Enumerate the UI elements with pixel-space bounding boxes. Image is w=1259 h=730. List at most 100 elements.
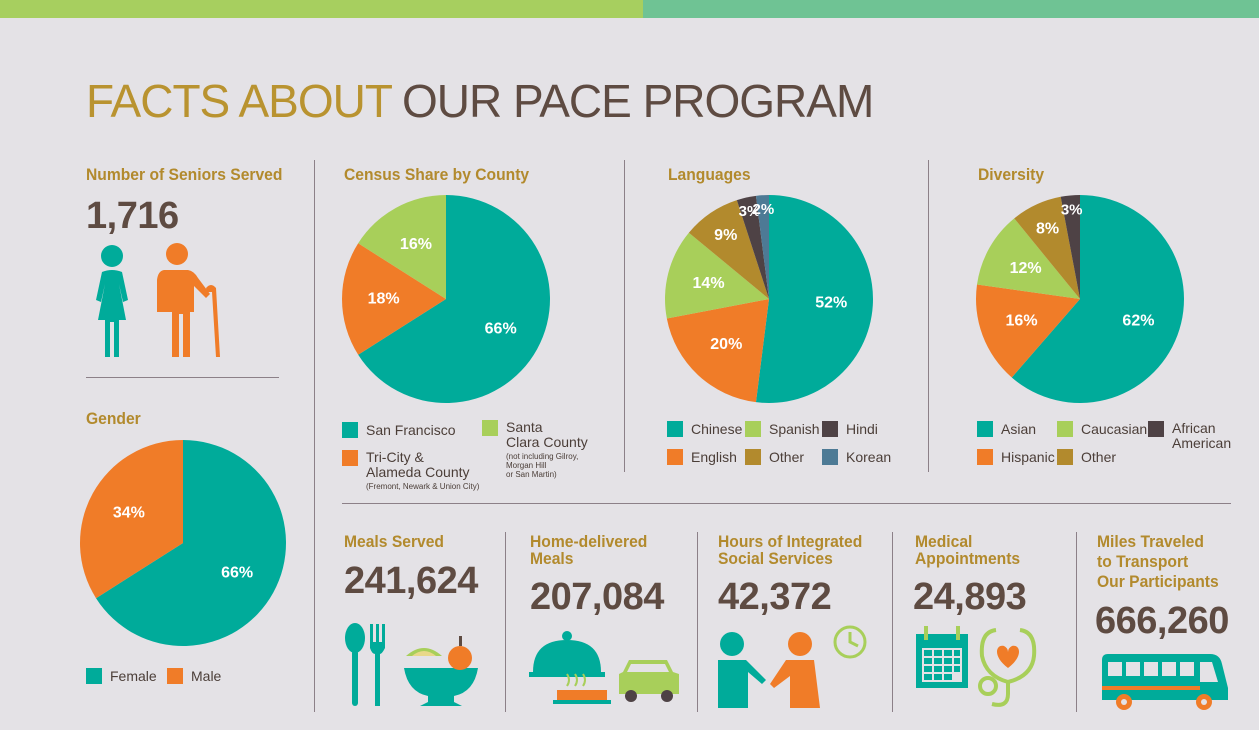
- legend-swatch-hispanic: [977, 449, 993, 465]
- stat-home-meals-label-2: Meals: [530, 549, 574, 568]
- divider-seniors-gender: [86, 377, 279, 378]
- seniors-label: Number of Seniors Served: [86, 165, 283, 184]
- legend-swatch-caucasian: [1057, 421, 1073, 437]
- legend-item-hindi: Hindi: [822, 421, 878, 437]
- title-part-1: FACTS ABOUT: [86, 75, 393, 127]
- legend-item-caucasian: Caucasian: [1057, 421, 1147, 437]
- pie-label-caucasian: 12%: [1010, 260, 1042, 277]
- stat-hours-label-2: Social Services: [718, 549, 833, 568]
- stat-medical-value: 24,893: [913, 576, 1027, 618]
- legend-label-male: Male: [191, 668, 222, 684]
- legend-swatch-spanish: [745, 421, 761, 437]
- gender-title: Gender: [86, 409, 141, 428]
- divider-pies-stats: [342, 503, 1231, 504]
- pie-slice-tri-city-alameda-county: [342, 243, 446, 355]
- pie-label-female: 66%: [221, 564, 253, 581]
- pie-slice-chinese: [755, 195, 873, 403]
- legend-item-hispanic: Hispanic: [977, 449, 1055, 465]
- pie-label-san-francisco: 66%: [485, 321, 517, 338]
- legend-item-san-francisco: San Francisco: [342, 422, 455, 438]
- legend-item-santa-clara: Santa Clara County (not including Gilroy…: [482, 420, 602, 490]
- calendar-stethoscope-icon: [916, 626, 1037, 707]
- pie-slice-other: [688, 200, 769, 299]
- legend-item-language-other: Other: [745, 449, 804, 465]
- legend-label-english: English: [691, 449, 737, 465]
- legend-swatch-female: [86, 668, 102, 684]
- divider-census-languages: [624, 160, 625, 472]
- legend-item-spanish: Spanish: [745, 421, 820, 437]
- legend-item-asian: Asian: [977, 421, 1036, 437]
- legend-swatch-san-francisco: [342, 422, 358, 438]
- stat-miles-label-1: Miles Traveled: [1097, 532, 1204, 551]
- languages-pie-chart: 52% 20% 14% 9%3%2%: [665, 195, 873, 403]
- legend-label-diversity-other: Other: [1081, 449, 1117, 465]
- legend-label-chinese: Chinese: [691, 421, 743, 437]
- pie-slice-english: [666, 299, 769, 403]
- stat-miles-value: 666,260: [1095, 600, 1229, 642]
- legend-label-spanish: Spanish: [769, 421, 820, 437]
- legend-label-santa-clara-1: Santa: [506, 419, 543, 435]
- pie-slice-santa-clara-county: [358, 195, 446, 299]
- legend-label-santa-clara-2: Clara County: [506, 434, 588, 450]
- legend-note-santa-clara-2: Morgan Hill: [506, 461, 547, 470]
- legend-note-santa-clara-1: (not including Gilroy,: [506, 452, 579, 461]
- pie-label-chinese: 52%: [815, 294, 847, 311]
- pie-label-male: 34%: [113, 505, 145, 522]
- census-pie-chart: 66% 18% 16%: [342, 195, 550, 403]
- divider-stat-4: [1076, 532, 1077, 712]
- legend-label-tri-city-2: Alameda County: [366, 464, 470, 480]
- legend-swatch-tri-city: [342, 450, 358, 466]
- languages-legend: Chinese Spanish Hindi English Other Kore…: [667, 421, 917, 465]
- pie-label-english: 20%: [710, 336, 742, 353]
- legend-item-korean: Korean: [822, 449, 891, 465]
- title-part-2: OUR PACE PROGRAM: [401, 75, 874, 127]
- legend-label-tri-city-1: Tri-City &: [366, 449, 424, 465]
- stat-home-meals-label-1: Home-delivered: [530, 532, 648, 551]
- stat-miles-label-3: Our Participants: [1097, 572, 1219, 591]
- pie-slice-asian: [1011, 195, 1184, 403]
- legend-swatch-diversity-other: [1057, 449, 1073, 465]
- stat-miles-label-2: to Transport: [1097, 552, 1189, 571]
- legend-label-african: African: [1172, 420, 1216, 436]
- diversity-title: Diversity: [978, 165, 1045, 184]
- legend-swatch-language-other: [745, 449, 761, 465]
- legend-label-female: Female: [110, 668, 157, 684]
- gender-pie-chart: 66% 34%: [80, 440, 286, 646]
- stat-hours-label-1: Hours of Integrated: [718, 532, 863, 551]
- legend-label-san-francisco: San Francisco: [366, 422, 456, 438]
- legend-swatch-english: [667, 449, 683, 465]
- pie-slice-male: [80, 440, 183, 599]
- pie-label-hindi: 3%: [739, 203, 761, 220]
- pie-label-hispanic: 16%: [1006, 312, 1038, 329]
- utensils-bowl-icon: [345, 623, 478, 706]
- top-bar-left: [0, 0, 643, 18]
- legend-swatch-chinese: [667, 421, 683, 437]
- legend-item-female: Female: [86, 668, 157, 684]
- bus-icon: [1102, 654, 1228, 710]
- legend-label-language-other: Other: [769, 449, 805, 465]
- page-title: FACTS ABOUT OUR PACE PROGRAM: [86, 75, 874, 127]
- pie-label-other: 8%: [1036, 221, 1059, 238]
- pie-slice-korean: [755, 195, 769, 299]
- legend-label-american: American: [1172, 435, 1232, 451]
- stat-meals-label: Meals Served: [344, 532, 444, 551]
- pie-label-asian: 62%: [1122, 312, 1154, 329]
- legend-item-male: Male: [167, 668, 221, 684]
- legend-item-chinese: Chinese: [667, 421, 742, 437]
- cloche-car-icon: [529, 631, 679, 704]
- pie-label-other: 9%: [714, 227, 737, 244]
- languages-title: Languages: [668, 165, 751, 184]
- legend-item-tri-city: Tri-City & Alameda County (Fremont, Newa…: [342, 449, 482, 491]
- divider-stat-1: [505, 532, 506, 712]
- gender-legend: Female Male: [86, 668, 286, 688]
- pie-slice-african-american: [1060, 195, 1080, 299]
- pie-label-tri-city-alameda-county: 18%: [368, 291, 400, 308]
- diversity-legend: Asian Caucasian African American Hispani…: [977, 421, 1237, 465]
- stat-meals-value: 241,624: [344, 560, 478, 602]
- pie-slice-san-francisco: [358, 195, 550, 403]
- pie-label-korean: 2%: [753, 201, 775, 218]
- divider-languages-diversity: [928, 160, 929, 472]
- legend-item-african-american: African American: [1148, 421, 1238, 453]
- pie-slice-hispanic: [976, 284, 1080, 378]
- top-bar-right: [643, 0, 1259, 18]
